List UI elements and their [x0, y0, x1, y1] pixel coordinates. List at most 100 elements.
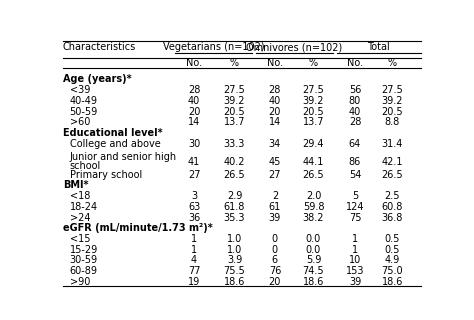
- Text: 4.9: 4.9: [385, 255, 400, 266]
- Text: 40.2: 40.2: [224, 157, 245, 167]
- Text: 3: 3: [191, 191, 197, 201]
- Text: 1: 1: [352, 234, 358, 244]
- Text: Primary school: Primary school: [70, 170, 142, 180]
- Text: 39.2: 39.2: [224, 96, 245, 106]
- Text: Junior and senior high: Junior and senior high: [70, 152, 177, 162]
- Text: 60-89: 60-89: [70, 266, 98, 276]
- Text: 3.9: 3.9: [227, 255, 242, 266]
- Text: Vegetarians (n=102): Vegetarians (n=102): [163, 42, 264, 52]
- Text: Educational level*: Educational level*: [63, 128, 163, 138]
- Text: 44.1: 44.1: [303, 157, 324, 167]
- Text: College and above: College and above: [70, 139, 160, 149]
- Text: 54: 54: [349, 170, 361, 180]
- Text: 4: 4: [191, 255, 197, 266]
- Text: %: %: [388, 58, 397, 68]
- Text: 20.5: 20.5: [224, 107, 245, 117]
- Text: 10: 10: [349, 255, 361, 266]
- Text: %: %: [309, 58, 318, 68]
- Text: 26.5: 26.5: [382, 170, 403, 180]
- Text: <15: <15: [70, 234, 90, 244]
- Text: 80: 80: [349, 96, 361, 106]
- Text: 33.3: 33.3: [224, 139, 245, 149]
- Text: 5: 5: [352, 191, 358, 201]
- Text: 36: 36: [188, 212, 200, 223]
- Text: >24: >24: [70, 212, 90, 223]
- Text: 20: 20: [269, 277, 281, 287]
- Text: 35.3: 35.3: [224, 212, 245, 223]
- Text: 34: 34: [269, 139, 281, 149]
- Text: No.: No.: [186, 58, 202, 68]
- Text: 77: 77: [188, 266, 201, 276]
- Text: 1: 1: [191, 245, 197, 255]
- Text: 2.9: 2.9: [227, 191, 242, 201]
- Text: BMI*: BMI*: [63, 180, 89, 190]
- Text: 26.5: 26.5: [302, 170, 324, 180]
- Text: 40: 40: [269, 96, 281, 106]
- Text: 75: 75: [349, 212, 361, 223]
- Text: 1: 1: [352, 245, 358, 255]
- Text: 18-24: 18-24: [70, 202, 98, 212]
- Text: 30-59: 30-59: [70, 255, 98, 266]
- Text: 61.8: 61.8: [224, 202, 245, 212]
- Text: Omnivores (n=102): Omnivores (n=102): [246, 42, 343, 52]
- Text: 124: 124: [346, 202, 364, 212]
- Text: 64: 64: [349, 139, 361, 149]
- Text: 26.5: 26.5: [224, 170, 245, 180]
- Text: 45: 45: [269, 157, 281, 167]
- Text: 1.0: 1.0: [227, 234, 242, 244]
- Text: 0.5: 0.5: [385, 234, 400, 244]
- Text: 0: 0: [272, 234, 278, 244]
- Text: 14: 14: [188, 117, 200, 127]
- Text: Total: Total: [367, 42, 390, 52]
- Text: 13.7: 13.7: [224, 117, 245, 127]
- Text: eGFR (mL/minute/1.73 m²)*: eGFR (mL/minute/1.73 m²)*: [63, 223, 213, 233]
- Text: Characteristics: Characteristics: [63, 42, 136, 52]
- Text: 29.4: 29.4: [303, 139, 324, 149]
- Text: >90: >90: [70, 277, 90, 287]
- Text: 27: 27: [269, 170, 281, 180]
- Text: 36.8: 36.8: [382, 212, 403, 223]
- Text: 60.8: 60.8: [382, 202, 403, 212]
- Text: 18.6: 18.6: [303, 277, 324, 287]
- Text: 39: 39: [349, 277, 361, 287]
- Text: 75.0: 75.0: [382, 266, 403, 276]
- Text: 38.2: 38.2: [303, 212, 324, 223]
- Text: No.: No.: [347, 58, 363, 68]
- Text: 18.6: 18.6: [224, 277, 245, 287]
- Text: 30: 30: [188, 139, 200, 149]
- Text: 8.8: 8.8: [385, 117, 400, 127]
- Text: 20.5: 20.5: [382, 107, 403, 117]
- Text: <18: <18: [70, 191, 90, 201]
- Text: 39.2: 39.2: [303, 96, 324, 106]
- Text: 20.5: 20.5: [302, 107, 324, 117]
- Text: 28: 28: [269, 85, 281, 95]
- Text: Age (years)*: Age (years)*: [63, 75, 132, 84]
- Text: 61: 61: [269, 202, 281, 212]
- Text: 56: 56: [349, 85, 361, 95]
- Text: 42.1: 42.1: [382, 157, 403, 167]
- Text: 50-59: 50-59: [70, 107, 98, 117]
- Text: 41: 41: [188, 157, 200, 167]
- Text: 27: 27: [188, 170, 201, 180]
- Text: 0.0: 0.0: [306, 234, 321, 244]
- Text: No.: No.: [267, 58, 283, 68]
- Text: 20: 20: [269, 107, 281, 117]
- Text: 14: 14: [269, 117, 281, 127]
- Text: 86: 86: [349, 157, 361, 167]
- Text: 0.5: 0.5: [385, 245, 400, 255]
- Text: 39.2: 39.2: [382, 96, 403, 106]
- Text: 15-29: 15-29: [70, 245, 98, 255]
- Text: 74.5: 74.5: [302, 266, 324, 276]
- Text: school: school: [70, 161, 101, 171]
- Text: 1.0: 1.0: [227, 245, 242, 255]
- Text: %: %: [230, 58, 239, 68]
- Text: 13.7: 13.7: [303, 117, 324, 127]
- Text: 27.5: 27.5: [302, 85, 324, 95]
- Text: 153: 153: [346, 266, 364, 276]
- Text: 0: 0: [272, 245, 278, 255]
- Text: 27.5: 27.5: [382, 85, 403, 95]
- Text: 2.0: 2.0: [306, 191, 321, 201]
- Text: 76: 76: [269, 266, 281, 276]
- Text: 28: 28: [349, 117, 361, 127]
- Text: 19: 19: [188, 277, 200, 287]
